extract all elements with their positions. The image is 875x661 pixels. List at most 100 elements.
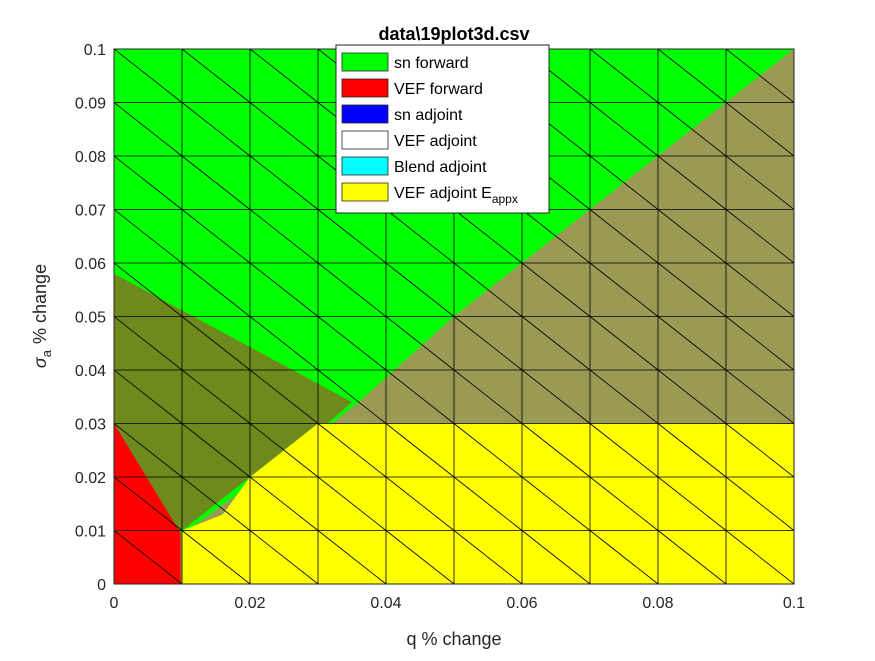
mesh-diagonal: [114, 102, 183, 157]
mesh-diagonal: [657, 262, 727, 317]
x-tick-label: 0.08: [642, 595, 673, 612]
mesh-diagonal: [385, 530, 455, 584]
mesh-diagonal: [181, 155, 251, 210]
mesh-diagonal: [114, 530, 183, 584]
mesh-diagonal: [589, 423, 659, 478]
mesh-diagonal: [317, 316, 387, 371]
mesh-diagonal: [317, 369, 387, 424]
mesh-diagonal: [181, 423, 251, 478]
mesh-diagonal: [249, 530, 319, 584]
mesh-diagonal: [317, 209, 387, 264]
y-tick-label: 0.02: [75, 470, 106, 487]
mesh-diagonal: [249, 49, 319, 103]
legend-swatch: [341, 78, 389, 98]
mesh-diagonal: [317, 423, 387, 478]
y-tick-label: 0.03: [75, 417, 106, 434]
mesh-diagonal: [453, 423, 523, 478]
mesh-diagonal: [249, 423, 319, 478]
chart-title: data\19plot3d.csv: [378, 24, 529, 44]
mesh-diagonal: [521, 423, 591, 478]
legend-label: sn forward: [394, 55, 469, 72]
mesh-diagonal: [114, 209, 183, 264]
mesh-diagonal: [725, 262, 794, 317]
y-axis-label-symbol: σ: [30, 356, 50, 368]
mesh-diagonal: [521, 369, 591, 424]
mesh-diagonal: [114, 49, 183, 103]
mesh-diagonal: [114, 369, 183, 424]
mesh-diagonal: [385, 316, 455, 371]
mesh-diagonal: [181, 262, 251, 317]
mesh-diagonal: [249, 262, 319, 317]
mesh-diagonal: [725, 316, 794, 371]
mesh-diagonal: [657, 423, 727, 478]
legend-label: VEF adjoint Eappx: [394, 185, 518, 206]
y-tick-label: 0.04: [75, 363, 106, 380]
y-tick-label: 0.01: [75, 524, 106, 541]
x-tick-label: 0.06: [506, 595, 537, 612]
mesh-diagonal: [725, 209, 794, 264]
y-tick-label: 0.1: [84, 42, 106, 59]
mesh-diagonal: [249, 476, 319, 531]
mesh-diagonal: [589, 155, 659, 210]
legend: sn forward VEF forward sn adjoint VEF adjoi…: [335, 44, 550, 214]
mesh-diagonal: [385, 209, 455, 264]
mesh-diagonal: [657, 209, 727, 264]
mesh-diagonal: [114, 155, 183, 210]
mesh-diagonal: [249, 209, 319, 264]
mesh-diagonal: [181, 316, 251, 371]
legend-label: VEF adjoint: [394, 133, 477, 150]
x-tick-label: 0.02: [234, 595, 265, 612]
y-axis-label-subscript: a: [39, 349, 54, 357]
legend-swatch: [341, 130, 389, 150]
mesh-diagonal: [453, 530, 523, 584]
mesh-diagonal: [453, 476, 523, 531]
mesh-diagonal: [657, 155, 727, 210]
y-axis: 0 0.01 0.02 0.03 0.04 0.05 0.06 0.07 0.08 0.09 0.1: [75, 42, 794, 594]
y-axis-label: σa % change: [30, 264, 54, 368]
mesh-diagonal: [657, 530, 727, 584]
mesh-diagonal: [725, 102, 794, 157]
mesh-diagonal: [317, 476, 387, 531]
mesh-diagonal: [385, 369, 455, 424]
mesh-diagonal: [657, 316, 727, 371]
x-tick-label: 0.1: [783, 595, 805, 612]
mesh-diagonal: [453, 369, 523, 424]
x-axis: 0 0.02 0.04 0.06 0.08 0.1: [110, 49, 805, 612]
region-2: [114, 273, 352, 584]
mesh-diagonal: [589, 369, 659, 424]
mesh-diagonal: [521, 530, 591, 584]
y-tick-label: 0.07: [75, 203, 106, 220]
mesh-diagonal: [657, 49, 727, 103]
mesh-diagonal: [114, 476, 183, 531]
mesh-diagonal: [589, 262, 659, 317]
mesh-diagonal: [181, 476, 251, 531]
legend-swatch: [341, 104, 389, 124]
mesh-diagonal: [317, 530, 387, 584]
y-tick-label: 0.05: [75, 310, 106, 327]
mesh-diagonal: [453, 316, 523, 371]
legend-label: sn adjoint: [394, 107, 463, 124]
x-tick-label: 0.04: [370, 595, 401, 612]
mesh-diagonal: [317, 262, 387, 317]
mesh-diagonal: [725, 530, 794, 584]
mesh-diagonal: [385, 262, 455, 317]
mesh-diagonal: [385, 423, 455, 478]
mesh-diagonal: [249, 155, 319, 210]
y-tick-label: 0.06: [75, 256, 106, 273]
mesh-diagonal: [589, 530, 659, 584]
mesh-diagonal: [589, 49, 659, 103]
mesh-diagonal: [725, 369, 794, 424]
mesh-diagonal: [453, 209, 523, 264]
legend-swatch: [341, 52, 389, 72]
legend-swatch: [341, 182, 389, 202]
mesh-diagonal: [521, 209, 591, 264]
mesh-diagonal: [589, 209, 659, 264]
mesh-diagonal: [181, 530, 251, 584]
mesh-diagonal: [657, 476, 727, 531]
mesh-diagonal: [249, 316, 319, 371]
x-axis-label: q % change: [406, 629, 501, 649]
y-axis-label-group: σa % change: [30, 264, 54, 368]
y-tick-label: 0.08: [75, 149, 106, 166]
mesh-diagonal: [725, 49, 794, 103]
